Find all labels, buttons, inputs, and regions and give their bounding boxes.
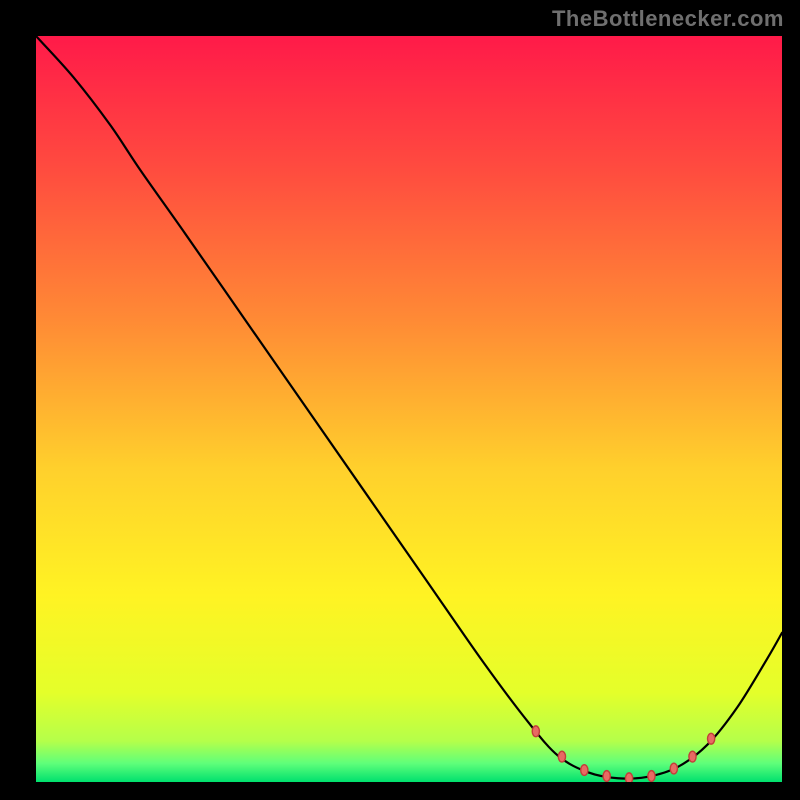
marker-dot [648, 771, 655, 782]
marker-dot [581, 765, 588, 776]
marker-dot [532, 726, 539, 737]
marker-dot [689, 751, 696, 762]
marker-dot [558, 751, 565, 762]
watermark-text: TheBottlenecker.com [552, 6, 784, 32]
marker-dot [708, 733, 715, 744]
marker-dot [603, 771, 610, 782]
chart-background-gradient [36, 36, 782, 782]
marker-dot [670, 763, 677, 774]
outer-frame: TheBottlenecker.com [0, 0, 800, 800]
chart-plot [36, 36, 782, 782]
marker-dot [625, 773, 632, 782]
